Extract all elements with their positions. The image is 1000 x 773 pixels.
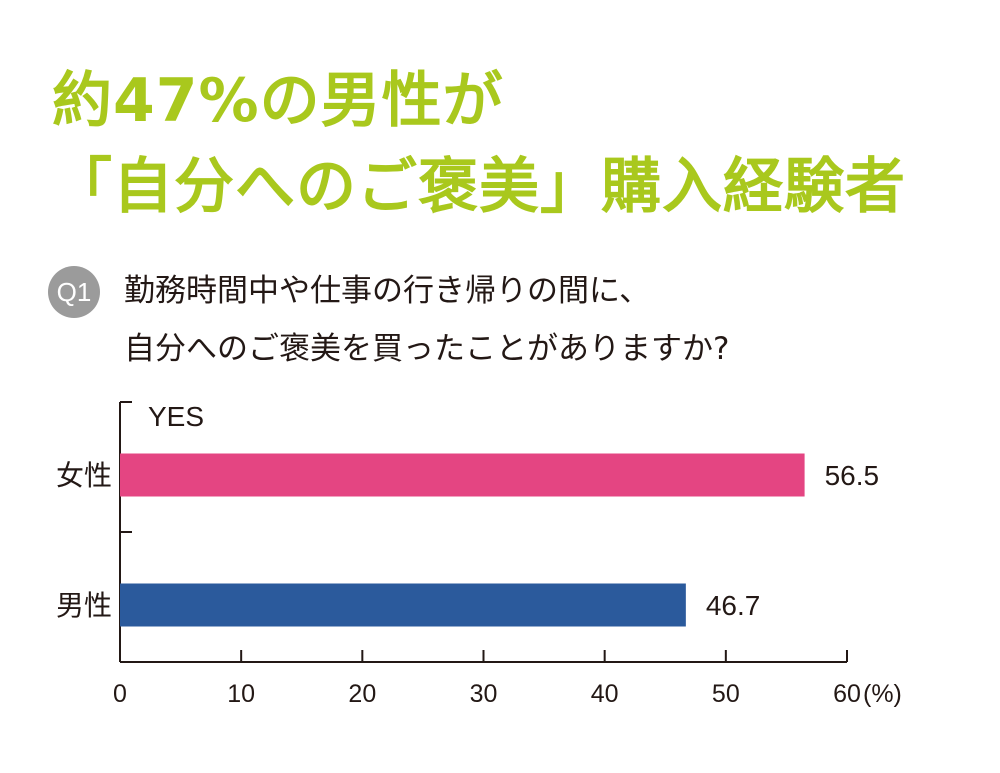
category-label: 女性 [56, 459, 112, 492]
headline-line-1: 約47%の男性が [52, 66, 504, 136]
category-label: 男性 [56, 589, 112, 622]
chart-labels: 0 10 20 30 40 50 60 (%) YES 女性 56.5 男性 46.7 [56, 401, 902, 708]
bar-chart: 0 10 20 30 40 50 60 (%) YES 女性 56.5 男性 46.7 [56, 401, 902, 708]
x-tick-label: 40 [591, 680, 619, 708]
x-tick-label: 0 [113, 680, 127, 708]
question-text: 勤務時間中や仕事の行き帰りの間に、 自分へのご褒美を買ったことがありますか? [124, 262, 729, 378]
x-tick-label: 20 [348, 680, 376, 708]
chart-bars [120, 453, 805, 627]
headline: 約47%の男性が 「自分へのご褒美」購入経験者 [52, 58, 906, 230]
value-label: 46.7 [706, 590, 761, 621]
question-line-1: 勤務時間中や仕事の行き帰りの間に、 [124, 273, 651, 309]
headline-line-2: 「自分へのご褒美」購入経験者 [52, 152, 906, 222]
question-line-2: 自分へのご褒美を買ったことがありますか? [124, 331, 730, 367]
bar-female [120, 453, 805, 497]
x-tick-label: 50 [712, 680, 740, 708]
question-badge: Q1 [48, 266, 100, 318]
value-label: 56.5 [825, 460, 880, 491]
bar-male [120, 583, 686, 627]
series-label: YES [148, 401, 204, 432]
x-axis-unit-label: (%) [863, 680, 902, 708]
x-tick-label: 60 [833, 680, 861, 708]
x-tick-label: 10 [227, 680, 255, 708]
x-tick-label: 30 [470, 680, 498, 708]
